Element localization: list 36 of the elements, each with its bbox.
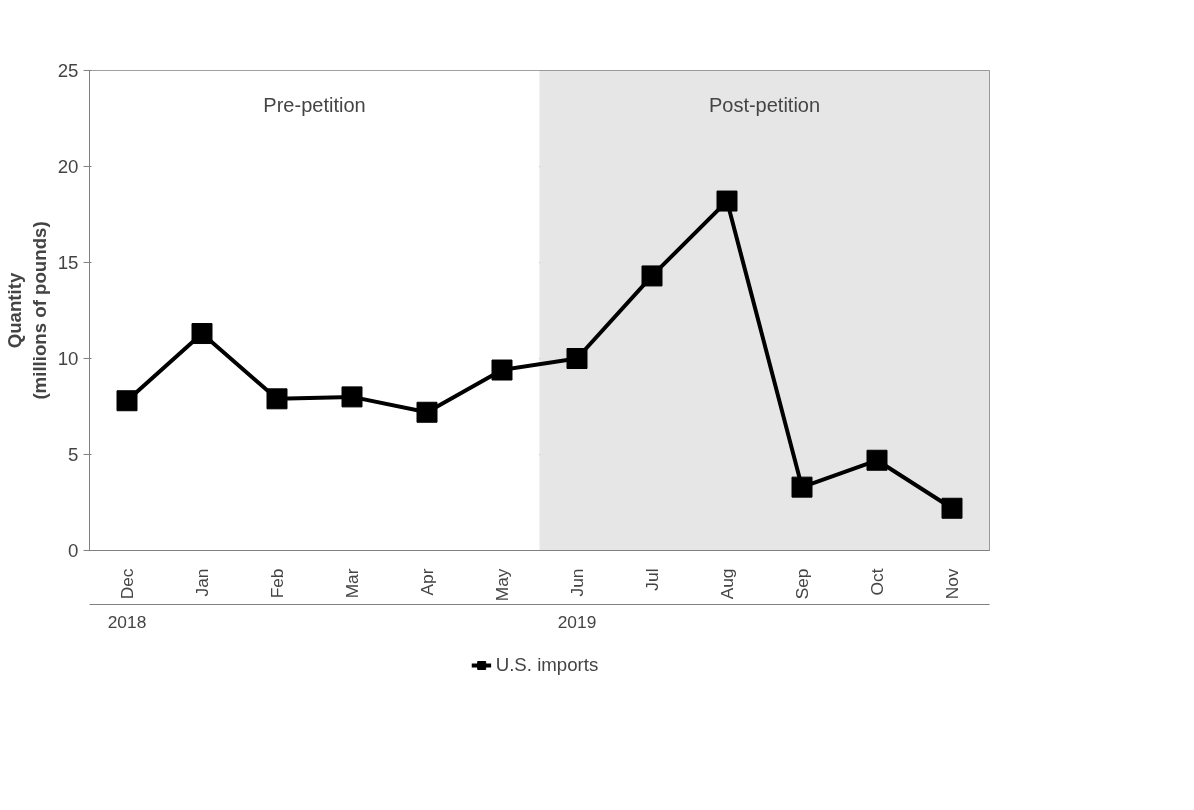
text: 2018 (107, 611, 147, 632)
x-tick-label: Feb (267, 568, 287, 599)
point (191, 323, 213, 345)
x-tick-label: Apr (417, 568, 437, 596)
point (116, 390, 138, 412)
y-axis-title: Quantity (millions of pounds) (3, 221, 50, 400)
x-tick-label: Nov (942, 568, 962, 600)
point (266, 388, 288, 410)
y-tick-label: 0 (68, 540, 79, 561)
y-tick-label: 15 (57, 252, 79, 273)
text: 2019 (557, 611, 597, 632)
x-tick-label: Jun (567, 568, 587, 597)
point (341, 386, 363, 408)
x-tick-label: May (492, 568, 512, 602)
x-tick-label: Oct (867, 568, 887, 596)
point (416, 401, 438, 423)
y-tick-label: 25 (57, 60, 79, 81)
x-tick-label: Jan (192, 568, 212, 597)
x-tick-label: Jul (642, 568, 662, 591)
point (641, 265, 663, 287)
y-tick-label: 5 (68, 444, 79, 465)
point (866, 449, 888, 471)
point (716, 190, 738, 212)
y-tick-label: 10 (57, 348, 79, 369)
band-label: Pre-petition (263, 93, 366, 116)
x-tick-label: Aug (717, 568, 737, 600)
x-tick-label: Mar (342, 568, 362, 599)
point (491, 359, 513, 381)
x-tick-label: Sep (792, 568, 812, 600)
x-tick-label: Dec (117, 568, 137, 600)
legend-label: U.S. imports (495, 654, 599, 676)
point (566, 348, 588, 369)
point (941, 497, 963, 519)
point (791, 476, 813, 498)
y-tick-label: 20 (57, 156, 79, 177)
band-label: Post-petition (708, 93, 821, 116)
